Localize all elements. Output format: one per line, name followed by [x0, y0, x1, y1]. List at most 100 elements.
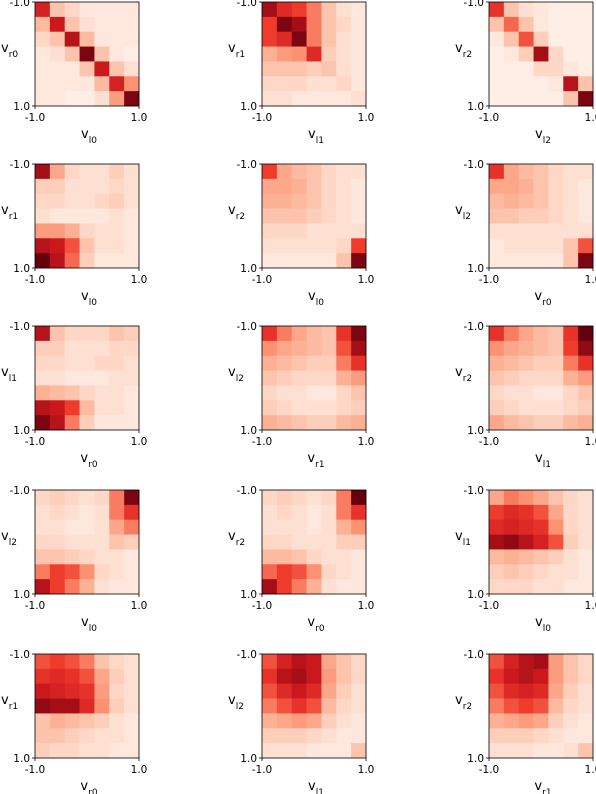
x-axis-label: vl0 — [81, 615, 97, 634]
heatmap-cell — [489, 504, 505, 521]
heatmap-cell — [276, 253, 293, 269]
heatmap-cell — [518, 743, 534, 759]
heatmap-cell — [262, 16, 278, 33]
y-tick-label: 1.0 — [467, 101, 484, 113]
heatmap-cell — [94, 164, 110, 180]
heatmap-cell — [64, 238, 80, 254]
x-tick-label: 1.0 — [585, 600, 596, 612]
heatmap-cell — [548, 415, 564, 431]
heatmap-cell — [489, 490, 505, 506]
heatmap-cell — [64, 355, 80, 371]
heatmap-cell — [124, 564, 140, 580]
heatmap-cell — [49, 208, 66, 224]
heatmap-cell — [503, 698, 520, 714]
heatmap-cell — [124, 519, 140, 535]
heatmap-cell — [489, 519, 505, 535]
heatmap-cell — [262, 238, 278, 254]
heatmap-panel: -1.0 1.0 -1.0 1.0 vr0 vl1 — [0, 321, 164, 470]
heatmap-cell — [124, 668, 140, 685]
heatmap-cell — [109, 208, 125, 224]
heatmap-cell — [336, 76, 352, 92]
heatmap-cell — [79, 208, 95, 224]
heatmap-cell — [79, 31, 95, 47]
heatmap-cell — [503, 178, 520, 195]
heatmap-cell — [79, 326, 95, 342]
heatmap-cell — [351, 208, 367, 224]
heatmap-cell — [518, 253, 534, 269]
x-tick-label: -1.0 — [252, 436, 273, 448]
heatmap-cell — [351, 46, 367, 62]
heatmap-cell — [306, 46, 322, 62]
heatmap-cell — [518, 415, 534, 431]
heatmap-cell — [351, 504, 367, 521]
heatmap-cell — [548, 698, 564, 714]
heatmap-cell — [533, 504, 549, 521]
heatmap-cell — [518, 31, 534, 47]
heatmap-cell — [291, 76, 307, 92]
heatmap-cell — [276, 326, 293, 342]
heatmap-cell — [336, 385, 352, 401]
heatmap-cell — [262, 31, 278, 47]
heatmap-cell — [351, 253, 367, 269]
heatmap-cell — [548, 193, 564, 209]
x-tick-label: -1.0 — [25, 436, 46, 448]
heatmap-cell — [533, 238, 549, 254]
heatmap-panel: -1.01.0-1.01.0vr1vr2 — [454, 649, 596, 794]
heatmap-cell — [503, 385, 520, 401]
heatmap-cell — [262, 713, 278, 729]
heatmap-cell — [291, 490, 307, 506]
x-axis-label: vl0 — [535, 615, 551, 634]
heatmap-cell — [49, 46, 66, 62]
heatmap-cell — [124, 415, 140, 431]
heatmap-cell — [64, 340, 80, 357]
heatmap-cell — [548, 238, 564, 254]
heatmap-cell — [548, 504, 564, 521]
heatmap-cell — [124, 728, 140, 744]
y-axis-label: vl2 — [228, 365, 244, 384]
heatmap-cell — [548, 91, 564, 107]
heatmap-cell — [276, 564, 293, 580]
heatmap-frame — [261, 325, 367, 431]
heatmap-cell — [489, 415, 505, 431]
heatmap-cell — [336, 549, 352, 565]
heatmap-cell — [533, 76, 549, 92]
x-tick-label: -1.0 — [252, 600, 273, 612]
heatmap-cell — [94, 178, 110, 195]
x-tick-label: -1.0 — [252, 112, 273, 124]
x-tick-label: -1.0 — [479, 436, 500, 448]
heatmap-cell — [262, 549, 278, 565]
heatmap-cell — [49, 178, 66, 195]
heatmap-cell — [124, 654, 140, 670]
heatmap-cell — [109, 743, 125, 759]
heatmap-cell — [321, 223, 337, 239]
heatmap-cell — [291, 698, 307, 714]
heatmap-cell — [351, 579, 367, 595]
heatmap-cell — [79, 713, 95, 729]
heatmap-cell — [306, 683, 322, 699]
heatmap-cell — [49, 490, 66, 506]
heatmap-frame — [261, 489, 367, 595]
heatmap-cell — [563, 534, 579, 550]
heatmap-cell — [124, 683, 140, 699]
heatmap-cell — [291, 564, 307, 580]
heatmap-cell — [336, 504, 352, 521]
x-axis-label: vr1 — [534, 779, 551, 794]
heatmap-cell — [64, 178, 80, 195]
y-axis-label: vr2 — [455, 365, 472, 384]
heatmap-cell — [321, 654, 337, 670]
heatmap-cell — [306, 415, 322, 431]
heatmap-cell — [124, 355, 140, 371]
heatmap-cell — [503, 654, 520, 670]
heatmap-cell — [291, 46, 307, 62]
heatmap-cell — [533, 579, 549, 595]
heatmap-cell — [321, 400, 337, 416]
heatmap-cell — [64, 400, 80, 416]
heatmap-cell — [276, 31, 293, 47]
y-tick-label: -1.0 — [237, 159, 258, 171]
heatmap-panel: -1.0 1.0 -1.0 1.0 vl0 vr1 — [0, 159, 164, 308]
heatmap-cell — [94, 698, 110, 714]
x-axis-label: vr0 — [307, 615, 324, 634]
heatmap-cell — [276, 415, 293, 431]
